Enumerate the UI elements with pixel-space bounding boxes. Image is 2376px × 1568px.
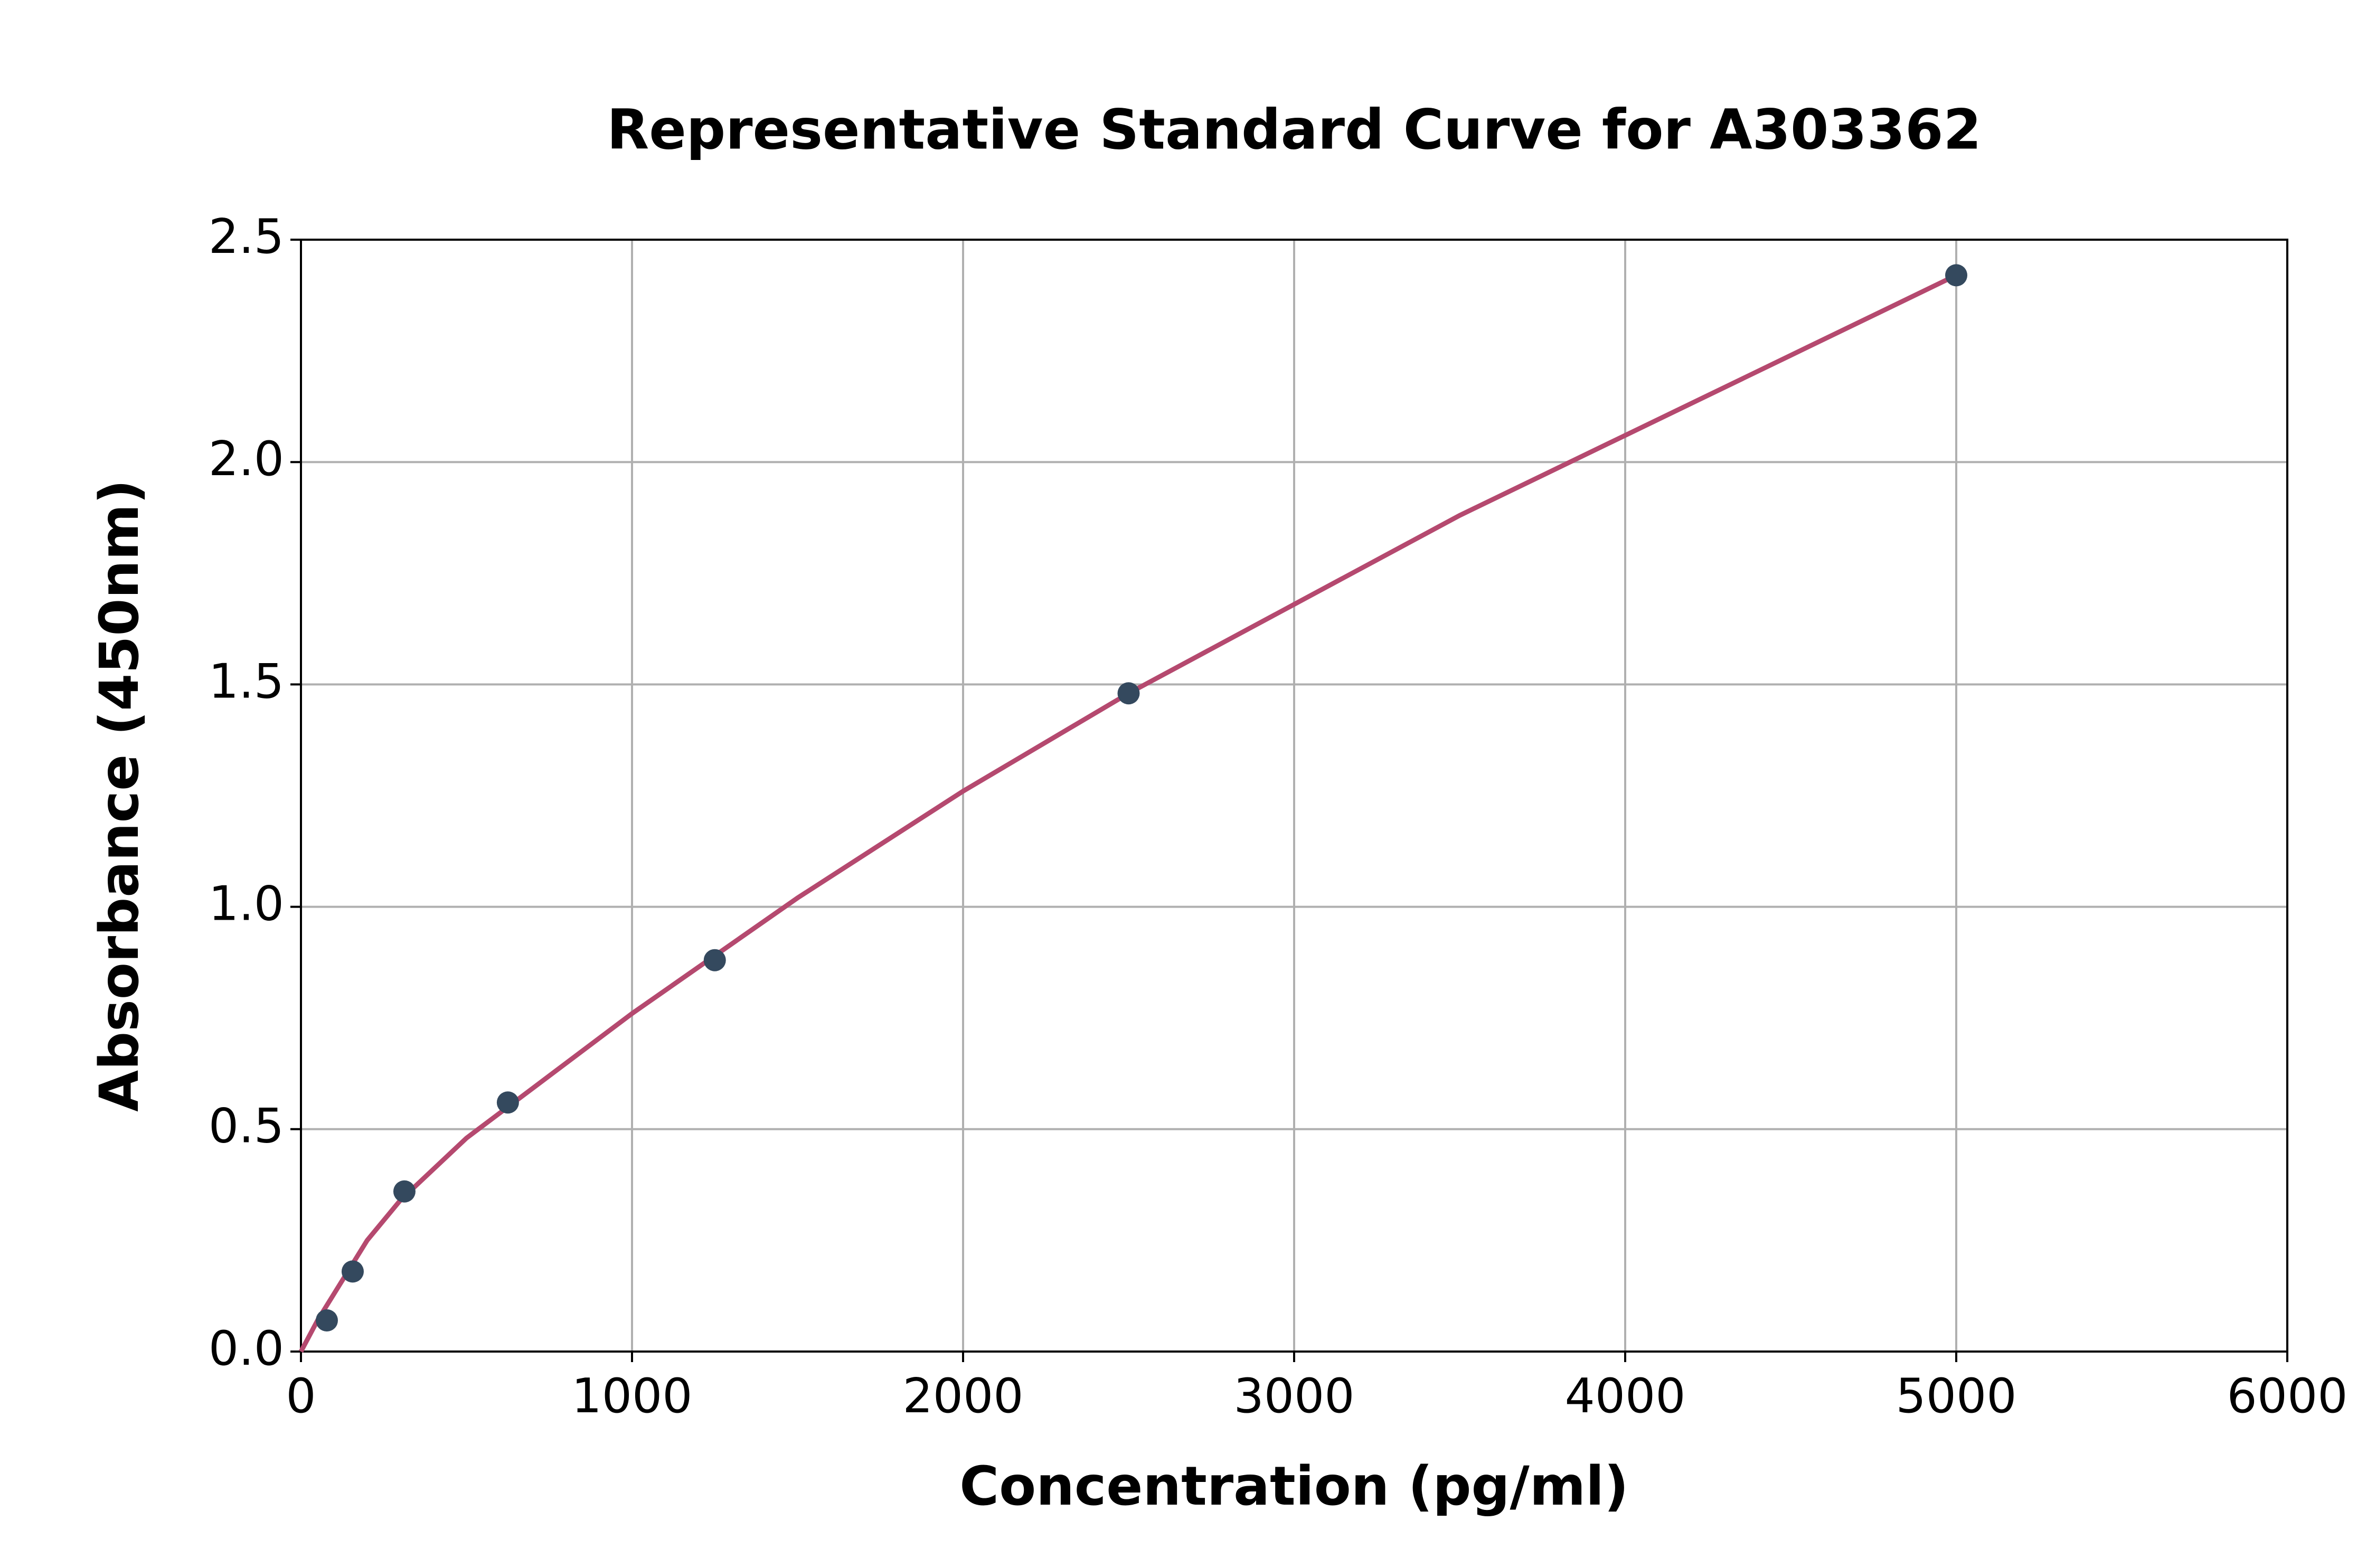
data-point bbox=[703, 949, 726, 971]
data-point bbox=[1117, 682, 1140, 705]
x-axis-label: Concentration (pg/ml) bbox=[959, 1455, 1628, 1518]
x-tick-label: 1000 bbox=[571, 1368, 692, 1424]
data-point bbox=[393, 1180, 416, 1203]
y-tick-label: 1.5 bbox=[209, 654, 284, 709]
x-tick-label: 4000 bbox=[1564, 1368, 1685, 1424]
data-point bbox=[496, 1091, 519, 1114]
y-tick-label: 1.0 bbox=[209, 876, 284, 931]
y-axis-label: Absorbance (450nm) bbox=[88, 479, 151, 1112]
x-tick-label: 3000 bbox=[1233, 1368, 1354, 1424]
x-tick-label: 6000 bbox=[2227, 1368, 2347, 1424]
fit-curve bbox=[299, 273, 1957, 1353]
y-tick-label: 0.0 bbox=[209, 1321, 284, 1376]
data-point bbox=[315, 1309, 338, 1332]
x-tick-label: 2000 bbox=[902, 1368, 1023, 1424]
plot-frame bbox=[300, 239, 2288, 1353]
data-point bbox=[1945, 264, 1967, 287]
chart-title: Representative Standard Curve for A30336… bbox=[607, 97, 1982, 162]
y-tick-label: 2.5 bbox=[209, 209, 284, 265]
y-tick-label: 0.5 bbox=[209, 1099, 284, 1154]
x-tick-label: 5000 bbox=[1896, 1368, 2016, 1424]
y-tick-label: 2.0 bbox=[209, 431, 284, 487]
data-point bbox=[341, 1260, 364, 1283]
x-tick-label: 0 bbox=[286, 1368, 316, 1424]
